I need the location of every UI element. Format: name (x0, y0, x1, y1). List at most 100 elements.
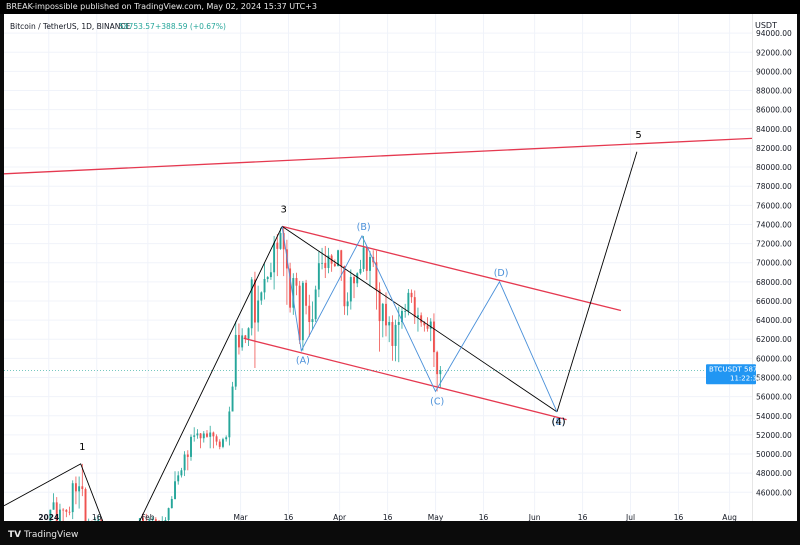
candle-body (183, 454, 186, 471)
candle-body (193, 435, 196, 437)
grid (4, 14, 752, 521)
trendline-lower-channel (243, 337, 567, 421)
candle-body (250, 279, 253, 329)
legend-symbol: Bitcoin / TetherUS, 1D, BINANCE (10, 22, 131, 31)
candle-body (190, 436, 192, 457)
candle (327, 247, 330, 274)
last-price-symbol: BTCUSDT 58753.57 (709, 365, 777, 373)
x-tick-label: 16 (284, 513, 294, 522)
candle-body (241, 335, 244, 348)
candle-body (151, 519, 154, 521)
candle-body (321, 262, 324, 264)
candle (266, 276, 269, 283)
candle (206, 430, 208, 438)
candle-body (225, 437, 228, 440)
candle (295, 272, 298, 296)
candle (196, 429, 199, 439)
candle-body (142, 518, 145, 521)
candle (308, 294, 311, 337)
candle-body (298, 285, 301, 341)
candle-body (301, 282, 304, 341)
candle (68, 506, 71, 516)
candle (388, 316, 391, 343)
candle-body (314, 289, 317, 320)
y-tick-label: 88000.00 (756, 87, 792, 96)
candle-body (71, 483, 74, 513)
y-tick-label: 72000.00 (756, 240, 792, 249)
wave-label: (D) (494, 268, 509, 279)
x-tick-label: Jul (625, 513, 635, 522)
candle (88, 518, 90, 521)
x-tick-label: 16 (674, 513, 684, 522)
y-tick-label: 54000.00 (756, 412, 792, 421)
legend-price: 58753.57 (119, 22, 155, 31)
last-price-badge-bg (706, 364, 756, 385)
x-tick-label: 16 (383, 513, 393, 522)
y-tick-label: 62000.00 (756, 335, 792, 344)
x-tick-label: Mar (233, 513, 248, 522)
candle (324, 245, 327, 279)
chart-pane[interactable] (4, 14, 752, 521)
candle (164, 517, 167, 521)
candle (100, 519, 103, 521)
candle-body (206, 433, 208, 437)
candle (263, 263, 266, 300)
candle (228, 406, 231, 446)
candle-body (170, 498, 173, 509)
candle-body (426, 325, 429, 329)
candle (199, 432, 202, 449)
x-tick-label: 2024 (38, 513, 59, 522)
price-axis[interactable] (752, 14, 797, 521)
candle-body (215, 436, 218, 442)
last-price-countdown: 11:22:37 (730, 374, 761, 382)
candle-body (78, 486, 81, 492)
candle (154, 517, 157, 521)
candle (180, 467, 183, 478)
y-unit-label: USDT (755, 21, 777, 30)
candle-body (269, 272, 272, 278)
y-tick-label: 80000.00 (756, 163, 792, 172)
tradingview-logo-icon[interactable]: TV TradingView (8, 530, 79, 540)
candle (62, 508, 65, 521)
candle-body (404, 311, 407, 312)
candle-body (305, 282, 308, 306)
candle-body (138, 518, 141, 521)
candle-body (394, 324, 397, 346)
candle-body (65, 509, 68, 512)
candle-body (174, 481, 176, 499)
candle (174, 471, 176, 500)
candle-body (340, 250, 343, 267)
publisher-text: BREAK-impossible published on TradingVie… (6, 2, 317, 11)
candle (343, 265, 346, 315)
candle-body (353, 277, 355, 284)
candle-body (343, 266, 346, 307)
x-tick-label: 16 (479, 513, 489, 522)
x-tick-label: 16 (578, 513, 588, 522)
candle (49, 509, 52, 521)
candle-body (97, 519, 100, 521)
candle-body (397, 322, 400, 325)
candle (234, 321, 237, 390)
candle-body (55, 502, 58, 521)
candle-body (52, 502, 55, 510)
candle-body (209, 432, 212, 437)
candle (292, 273, 295, 315)
y-tick-label: 56000.00 (756, 393, 792, 402)
candle (58, 503, 61, 521)
candle (218, 439, 221, 450)
candle-body (282, 233, 285, 250)
candle (333, 259, 336, 268)
candle (215, 434, 218, 446)
x-tick-label: Apr (333, 513, 347, 522)
y-tick-label: 76000.00 (756, 201, 792, 210)
y-tick-label: 60000.00 (756, 354, 792, 363)
candle-body (292, 278, 295, 308)
candle-body (289, 268, 292, 308)
candles (49, 226, 442, 521)
wave-projection-5 (556, 151, 638, 413)
candle (279, 227, 282, 250)
x-axis-labels: 2024 16 Feb Mar 16 Apr 16 May 16 Jun 16 Jul 16 Aug (38, 513, 737, 522)
x-tick-label: 16 (92, 513, 102, 522)
x-tick-label: Jun (528, 513, 541, 522)
candle (161, 516, 163, 521)
